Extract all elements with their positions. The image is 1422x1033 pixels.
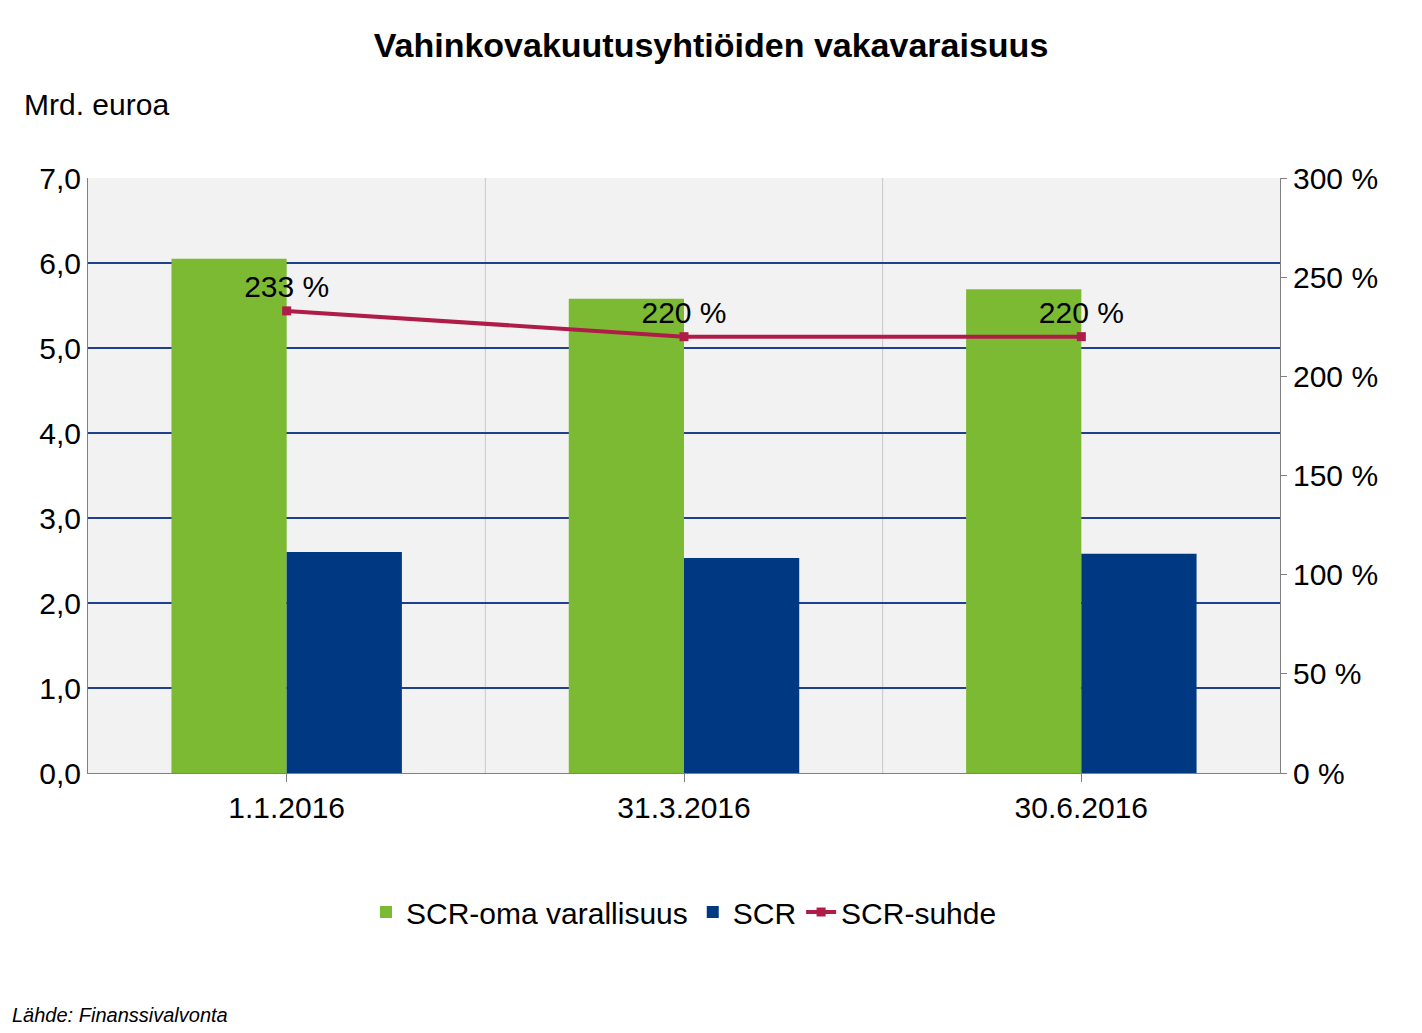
- svg-text:Lähde: Finanssivalvonta: Lähde: Finanssivalvonta: [12, 1004, 228, 1026]
- svg-text:SCR-suhde: SCR-suhde: [841, 897, 996, 930]
- svg-text:6,0: 6,0: [39, 247, 81, 280]
- svg-text:50 %: 50 %: [1293, 657, 1361, 690]
- svg-text:30.6.2016: 30.6.2016: [1015, 791, 1148, 824]
- svg-text:SCR: SCR: [733, 897, 796, 930]
- svg-text:1,0: 1,0: [39, 672, 81, 705]
- svg-text:250 %: 250 %: [1293, 261, 1378, 294]
- svg-text:Vahinkovakuutusyhtiöiden vakav: Vahinkovakuutusyhtiöiden vakavaraisuus: [374, 26, 1049, 64]
- svg-text:0,0: 0,0: [39, 757, 81, 790]
- svg-text:300 %: 300 %: [1293, 162, 1378, 195]
- svg-text:7,0: 7,0: [39, 162, 81, 195]
- svg-text:2,0: 2,0: [39, 587, 81, 620]
- svg-text:220 %: 220 %: [641, 296, 726, 329]
- svg-text:31.3.2016: 31.3.2016: [617, 791, 750, 824]
- svg-text:SCR-oma varallisuus: SCR-oma varallisuus: [406, 897, 688, 930]
- svg-text:5,0: 5,0: [39, 332, 81, 365]
- svg-text:1.1.2016: 1.1.2016: [228, 791, 345, 824]
- svg-text:3,0: 3,0: [39, 502, 81, 535]
- svg-text:233 %: 233 %: [244, 270, 329, 303]
- svg-text:Mrd. euroa: Mrd. euroa: [24, 88, 169, 121]
- svg-text:0 %: 0 %: [1293, 757, 1345, 790]
- svg-text:4,0: 4,0: [39, 417, 81, 450]
- svg-text:220 %: 220 %: [1039, 296, 1124, 329]
- svg-text:200 %: 200 %: [1293, 360, 1378, 393]
- svg-text:150 %: 150 %: [1293, 459, 1378, 492]
- svg-text:100 %: 100 %: [1293, 558, 1378, 591]
